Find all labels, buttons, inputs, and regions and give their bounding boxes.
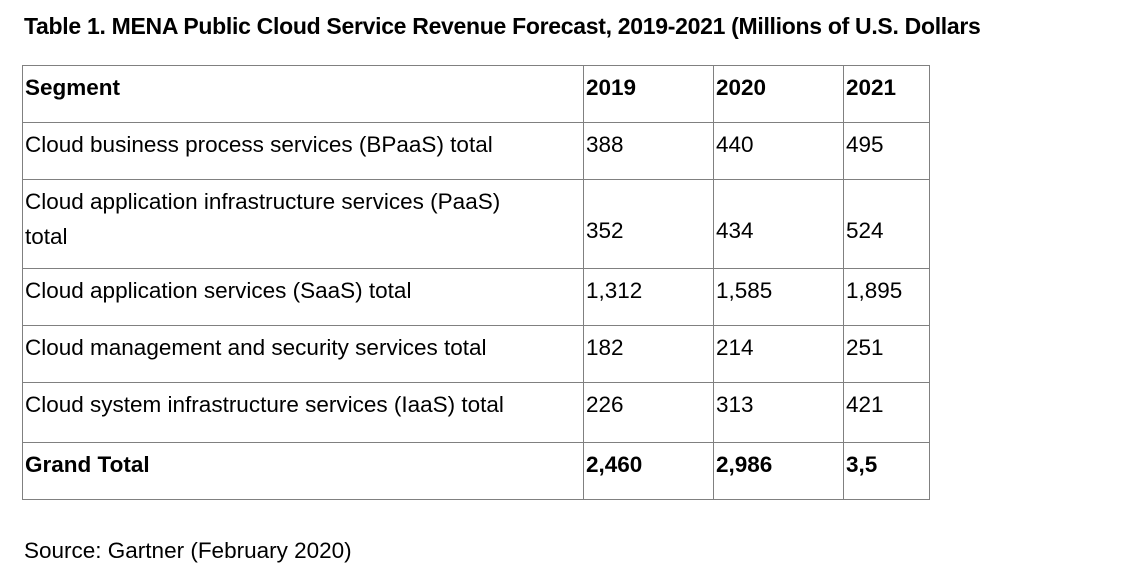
value-2021: 524 <box>843 179 930 269</box>
header-2021: 2021 <box>843 65 930 123</box>
value-2021: 421 <box>843 382 930 443</box>
value-2019: 352 <box>583 179 714 269</box>
value-2020: 440 <box>713 122 844 180</box>
total-2019: 2,460 <box>583 442 714 500</box>
value-2019: 388 <box>583 122 714 180</box>
table-row: Cloud system infrastructure services (Ia… <box>22 382 930 443</box>
value-2020: 434 <box>713 179 844 269</box>
header-2020: 2020 <box>713 65 844 123</box>
value-2020: 1,585 <box>713 268 844 326</box>
table-row: Cloud application services (SaaS) total … <box>22 268 930 326</box>
source-note: Source: Gartner (February 2020) <box>24 538 352 563</box>
total-2020: 2,986 <box>713 442 844 500</box>
header-2019: 2019 <box>583 65 714 123</box>
revenue-forecast-table: Segment 2019 2020 2021 Cloud business pr… <box>22 65 930 500</box>
grand-total-row: Grand Total 2,460 2,986 3,5 <box>22 442 930 500</box>
value-2020: 313 <box>713 382 844 443</box>
value-2020: 214 <box>713 325 844 383</box>
table-row: Cloud management and security services t… <box>22 325 930 383</box>
value-2021: 1,895 <box>843 268 930 326</box>
segment-cell: Cloud management and security services t… <box>22 325 584 383</box>
segment-cell: Cloud system infrastructure services (Ia… <box>22 382 584 443</box>
total-2021: 3,5 <box>843 442 930 500</box>
header-segment: Segment <box>22 65 584 123</box>
table-title: Table 1. MENA Public Cloud Service Reven… <box>24 13 981 39</box>
segment-cell: Cloud business process services (BPaaS) … <box>22 122 584 180</box>
table-header-row: Segment 2019 2020 2021 <box>22 65 930 123</box>
value-2019: 226 <box>583 382 714 443</box>
value-2019: 182 <box>583 325 714 383</box>
segment-cell: Cloud application services (SaaS) total <box>22 268 584 326</box>
table-row: Cloud application infrastructure service… <box>22 179 930 269</box>
value-2021: 495 <box>843 122 930 180</box>
grand-total-label: Grand Total <box>22 442 584 500</box>
value-2021: 251 <box>843 325 930 383</box>
segment-cell: Cloud application infrastructure service… <box>22 179 584 269</box>
table-row: Cloud business process services (BPaaS) … <box>22 122 930 180</box>
value-2019: 1,312 <box>583 268 714 326</box>
